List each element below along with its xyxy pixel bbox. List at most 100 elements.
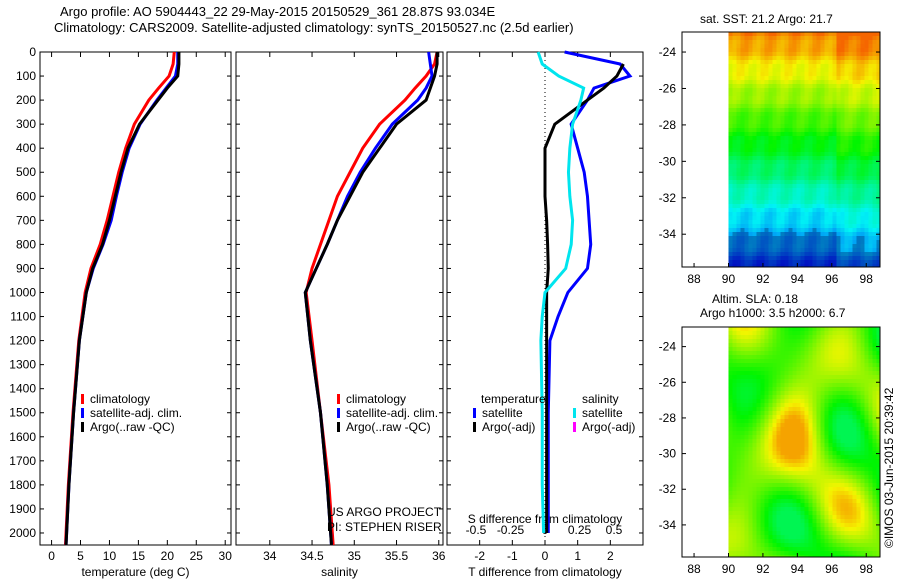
sst-map-cell <box>872 32 877 37</box>
sst-map-cell <box>788 236 793 241</box>
sla-map-cell <box>748 343 753 348</box>
sla-map-cell <box>820 515 825 520</box>
sla-map-cell <box>852 479 857 484</box>
sst-map-cell <box>832 212 837 217</box>
sla-map-cell <box>800 511 805 516</box>
sst-map-cell <box>848 44 853 49</box>
sst-map-cell <box>840 144 845 149</box>
sla-map-cell <box>748 467 753 472</box>
sla-map-cell <box>736 555 741 557</box>
sla-map-cell <box>768 335 773 340</box>
sla-map-cell <box>824 543 829 548</box>
sst-map-cell <box>804 84 809 89</box>
sst-map-cell <box>772 176 777 181</box>
sst-map-cell <box>760 252 765 257</box>
sst-map-cell <box>816 84 821 89</box>
sla-map-cell <box>852 511 857 516</box>
sla-map-cell <box>792 399 797 404</box>
sst-map-cell <box>776 228 781 233</box>
sst-map-cell <box>732 248 737 253</box>
sla-map-cell <box>868 463 873 468</box>
sst-map-cell <box>756 32 761 37</box>
sla-map-cell <box>804 351 809 356</box>
sla-map-cell <box>844 343 849 348</box>
sst-map-cell <box>800 116 805 121</box>
sst-map-cell <box>756 72 761 77</box>
sst-map-cell <box>748 168 753 173</box>
sla-map-cell <box>796 467 801 472</box>
sst-map-cell <box>844 40 849 45</box>
sst-map-cell <box>864 220 869 225</box>
sla-map-cell <box>808 447 813 452</box>
sst-map-cell <box>764 232 769 237</box>
sst-map-cell <box>752 244 757 249</box>
sla-map-cell <box>832 347 837 352</box>
sla-map-cell <box>740 515 745 520</box>
sst-map-cell <box>784 60 789 65</box>
sla-map-cell <box>872 355 877 360</box>
sla-map-cell <box>772 555 777 557</box>
sst-map-cell <box>816 32 821 37</box>
sst-map-cell <box>728 124 733 129</box>
sst-map-cell <box>800 144 805 149</box>
sla-map-y-tick-label: -28 <box>659 411 677 425</box>
sst-map-cell <box>864 48 869 53</box>
sst-map-cell <box>780 96 785 101</box>
sla-map-cell <box>756 399 761 404</box>
sla-map-cell <box>820 535 825 540</box>
sst-map-cell <box>768 124 773 129</box>
sst-map-cell <box>764 40 769 45</box>
sst-map-cell <box>744 124 749 129</box>
sst-map-cell <box>844 44 849 49</box>
sst-map-cell <box>756 156 761 161</box>
sst-map-cell <box>760 176 765 181</box>
sst-map-cell <box>776 200 781 205</box>
sla-map-cell <box>864 435 869 440</box>
sla-map-cell <box>836 403 841 408</box>
sst-map-cell <box>852 188 857 193</box>
sst-map-cell <box>768 208 773 213</box>
sla-map-cell <box>860 363 865 368</box>
sla-map-cell <box>744 499 749 504</box>
sst-map-cell <box>792 136 797 141</box>
sst-map-cell <box>736 248 741 253</box>
sla-map-cell <box>840 383 845 388</box>
sla-map-cell <box>848 343 853 348</box>
sst-map-cell <box>772 40 777 45</box>
sst-map-cell <box>836 48 841 53</box>
sst-map-cell <box>876 36 880 41</box>
sla-map-cell <box>864 499 869 504</box>
sst-map-cell <box>848 76 853 81</box>
sst-map-cell <box>780 40 785 45</box>
sst-map-cell <box>872 96 877 101</box>
sst-map-cell <box>820 104 825 109</box>
sst-map-cell <box>728 200 733 205</box>
sst-map-cell <box>808 192 813 197</box>
sla-map-cell <box>792 475 797 480</box>
sla-map-cell <box>860 451 865 456</box>
sla-map-cell <box>820 439 825 444</box>
sla-map-cell <box>832 431 837 436</box>
sst-map-cell <box>776 204 781 209</box>
s-tick-label: 0.25 <box>568 523 592 537</box>
sst-map-cell <box>768 172 773 177</box>
sst-map-cell <box>816 172 821 177</box>
sst-map-cell <box>864 200 869 205</box>
sst-map-cell <box>728 252 733 257</box>
sla-map-cell <box>744 471 749 476</box>
sst-map-cell <box>796 84 801 89</box>
sla-map-cell <box>796 395 801 400</box>
sla-map-cell <box>852 523 857 528</box>
sla-map-cell <box>856 339 861 344</box>
sst-map-cell <box>764 48 769 53</box>
sst-map-cell <box>824 56 829 61</box>
x-tick-label: 35 <box>348 549 362 563</box>
sla-map-cell <box>840 519 845 524</box>
sla-map-cell <box>836 435 841 440</box>
sst-map-cell <box>744 152 749 157</box>
sst-map-cell <box>780 32 785 37</box>
sla-map-cell <box>824 495 829 500</box>
sla-map-cell <box>848 415 853 420</box>
sst-map-cell <box>824 124 829 129</box>
sla-map-cell <box>844 483 849 488</box>
